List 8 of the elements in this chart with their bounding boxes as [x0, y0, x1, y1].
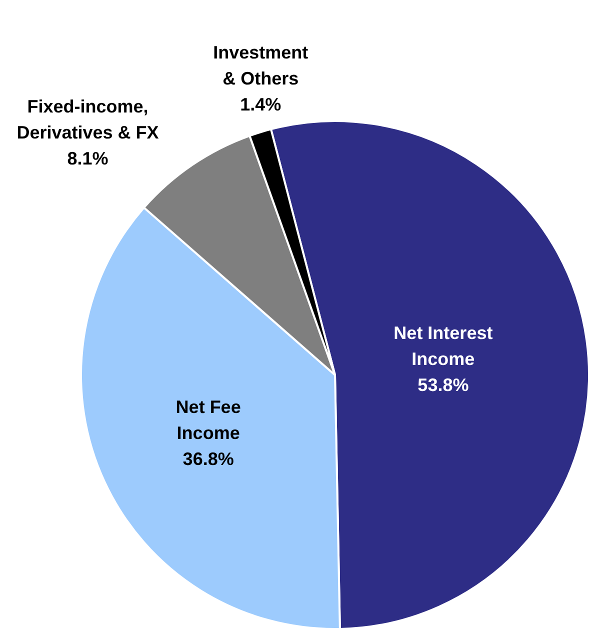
data-label: 8.1%: [67, 148, 108, 169]
data-label: 1.4%: [240, 94, 282, 114]
slice-label: Investment & Others: [213, 42, 308, 88]
data-label: 53.8%: [418, 375, 469, 396]
data-label: 36.8%: [182, 448, 234, 469]
slice-label: Net Interest Income: [394, 323, 493, 370]
slice-label: Fixed-income, Derivatives & FX: [16, 96, 159, 143]
slice-label: Net Fee Income: [176, 396, 241, 443]
